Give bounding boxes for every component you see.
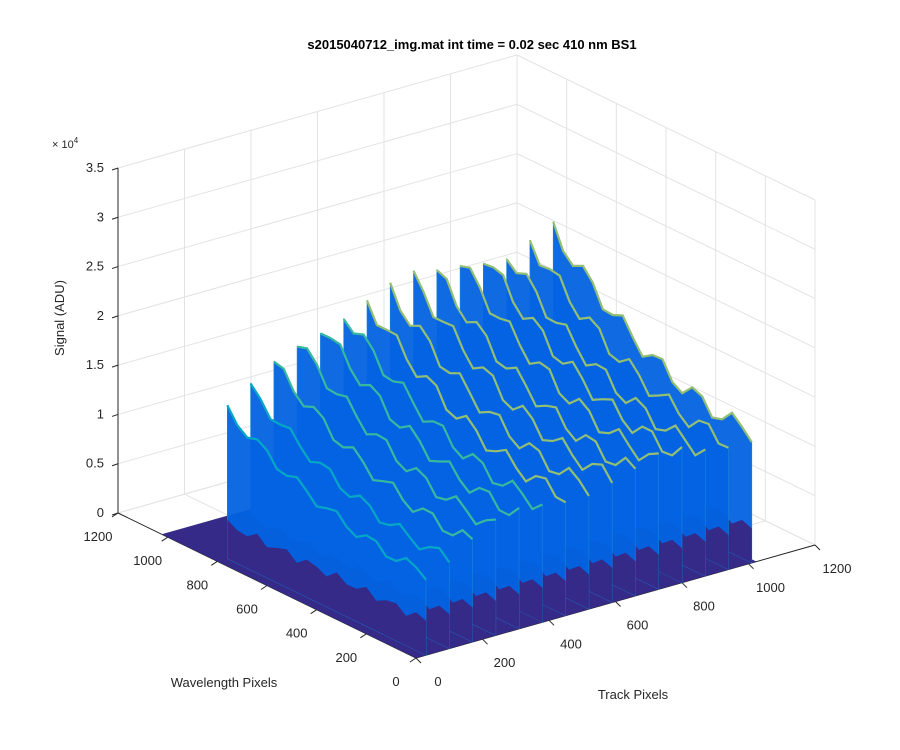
x-tick-mark: [482, 638, 488, 645]
x-tick-label: 200: [494, 655, 516, 670]
peak-ridge-base: [227, 519, 426, 656]
z-tick-mark: [111, 315, 119, 319]
z-tick-mark: [111, 512, 119, 516]
peak-ridge-crest: [319, 332, 520, 517]
y-tick-label: 600: [236, 602, 258, 617]
peak-ridge-crest: [528, 239, 729, 449]
z-tick-label: 3.5: [86, 160, 104, 175]
grid-line: [117, 153, 518, 268]
x-tick-label: 800: [693, 599, 715, 614]
y-tick-mark: [211, 560, 218, 566]
peak-ridge-crest: [482, 262, 683, 457]
y-tick-mark: [409, 657, 417, 663]
y-tick-label: 1000: [133, 553, 162, 568]
x-tick-mark: [681, 582, 688, 589]
y-tick-label: 1200: [84, 529, 113, 544]
y-tick-mark: [260, 585, 268, 590]
y-tick-label: 200: [335, 650, 357, 665]
z-exponent-base: × 10: [52, 139, 74, 151]
grid-line: [117, 202, 518, 317]
z-exponent-label: × 104: [52, 136, 79, 151]
grid-line: [516, 202, 816, 349]
x-tick-mark: [814, 544, 821, 551]
z-tick-label: 3: [97, 209, 104, 224]
z-tick-mark: [111, 216, 119, 220]
peak-ridge-crest: [226, 404, 427, 581]
chart-title: s2015040712_img.mat int time = 0.02 sec …: [307, 37, 636, 52]
z-tick-label: 0.5: [86, 456, 104, 471]
z-tick-mark: [111, 266, 119, 270]
z-tick-label: 1: [97, 406, 104, 421]
tick-labels: 0200400600800100012000200400600800100012…: [84, 160, 852, 689]
peak-ridge-crest: [389, 282, 590, 497]
z-tick-label: 2.5: [86, 259, 104, 274]
grid-line: [516, 103, 816, 250]
x-tick-mark: [748, 563, 754, 570]
z-tick-mark: [111, 167, 119, 171]
z-axis-label: Signal (ADU): [52, 280, 67, 356]
grid-line: [117, 103, 518, 218]
peak-ridge-crest: [436, 269, 637, 470]
z-tick-mark: [111, 364, 119, 368]
y-tick-label: 0: [392, 674, 399, 689]
x-tick-mark: [615, 601, 621, 607]
y-tick-label: 800: [186, 577, 208, 592]
y-tick-label: 400: [286, 626, 308, 641]
peak-ridge-crest: [249, 382, 451, 564]
surface: [161, 221, 757, 658]
peak-ridge-crest: [365, 299, 567, 504]
peak-ridge-crest: [412, 270, 614, 484]
y-tick-mark: [161, 536, 168, 542]
x-tick-label: 0: [434, 674, 441, 689]
z-tick-mark: [111, 463, 119, 467]
peak-ridge-crest: [459, 265, 659, 462]
z-tick-label: 0: [97, 505, 104, 520]
grid-line: [516, 54, 816, 201]
peak-ridge-crest: [552, 221, 753, 443]
x-tick-label: 400: [560, 636, 582, 651]
x-axis-label: Track Pixels: [598, 687, 669, 702]
z-tick-mark: [111, 413, 119, 417]
peak-ridge-crest: [342, 318, 543, 511]
peak-ridge-crest: [296, 345, 496, 526]
peak-ridge-crest: [273, 360, 474, 541]
x-tick-label: 600: [627, 618, 649, 633]
grid-line: [516, 153, 816, 300]
grid-line: [117, 251, 518, 366]
z-tick-label: 2: [97, 308, 104, 323]
x-tick-mark: [548, 619, 555, 626]
y-tick-mark: [360, 633, 367, 639]
peak-ridge-crest: [505, 258, 706, 457]
x-tick-label: 1200: [823, 561, 852, 576]
x-tick-label: 1000: [756, 580, 785, 595]
y-axis-label: Wavelength Pixels: [171, 675, 278, 690]
grid-line: [117, 54, 518, 169]
y-tick-mark: [310, 609, 317, 615]
z-tick-label: 1.5: [86, 357, 104, 372]
x-tick-mark: [415, 657, 422, 664]
z-exponent-power: 4: [74, 136, 79, 145]
